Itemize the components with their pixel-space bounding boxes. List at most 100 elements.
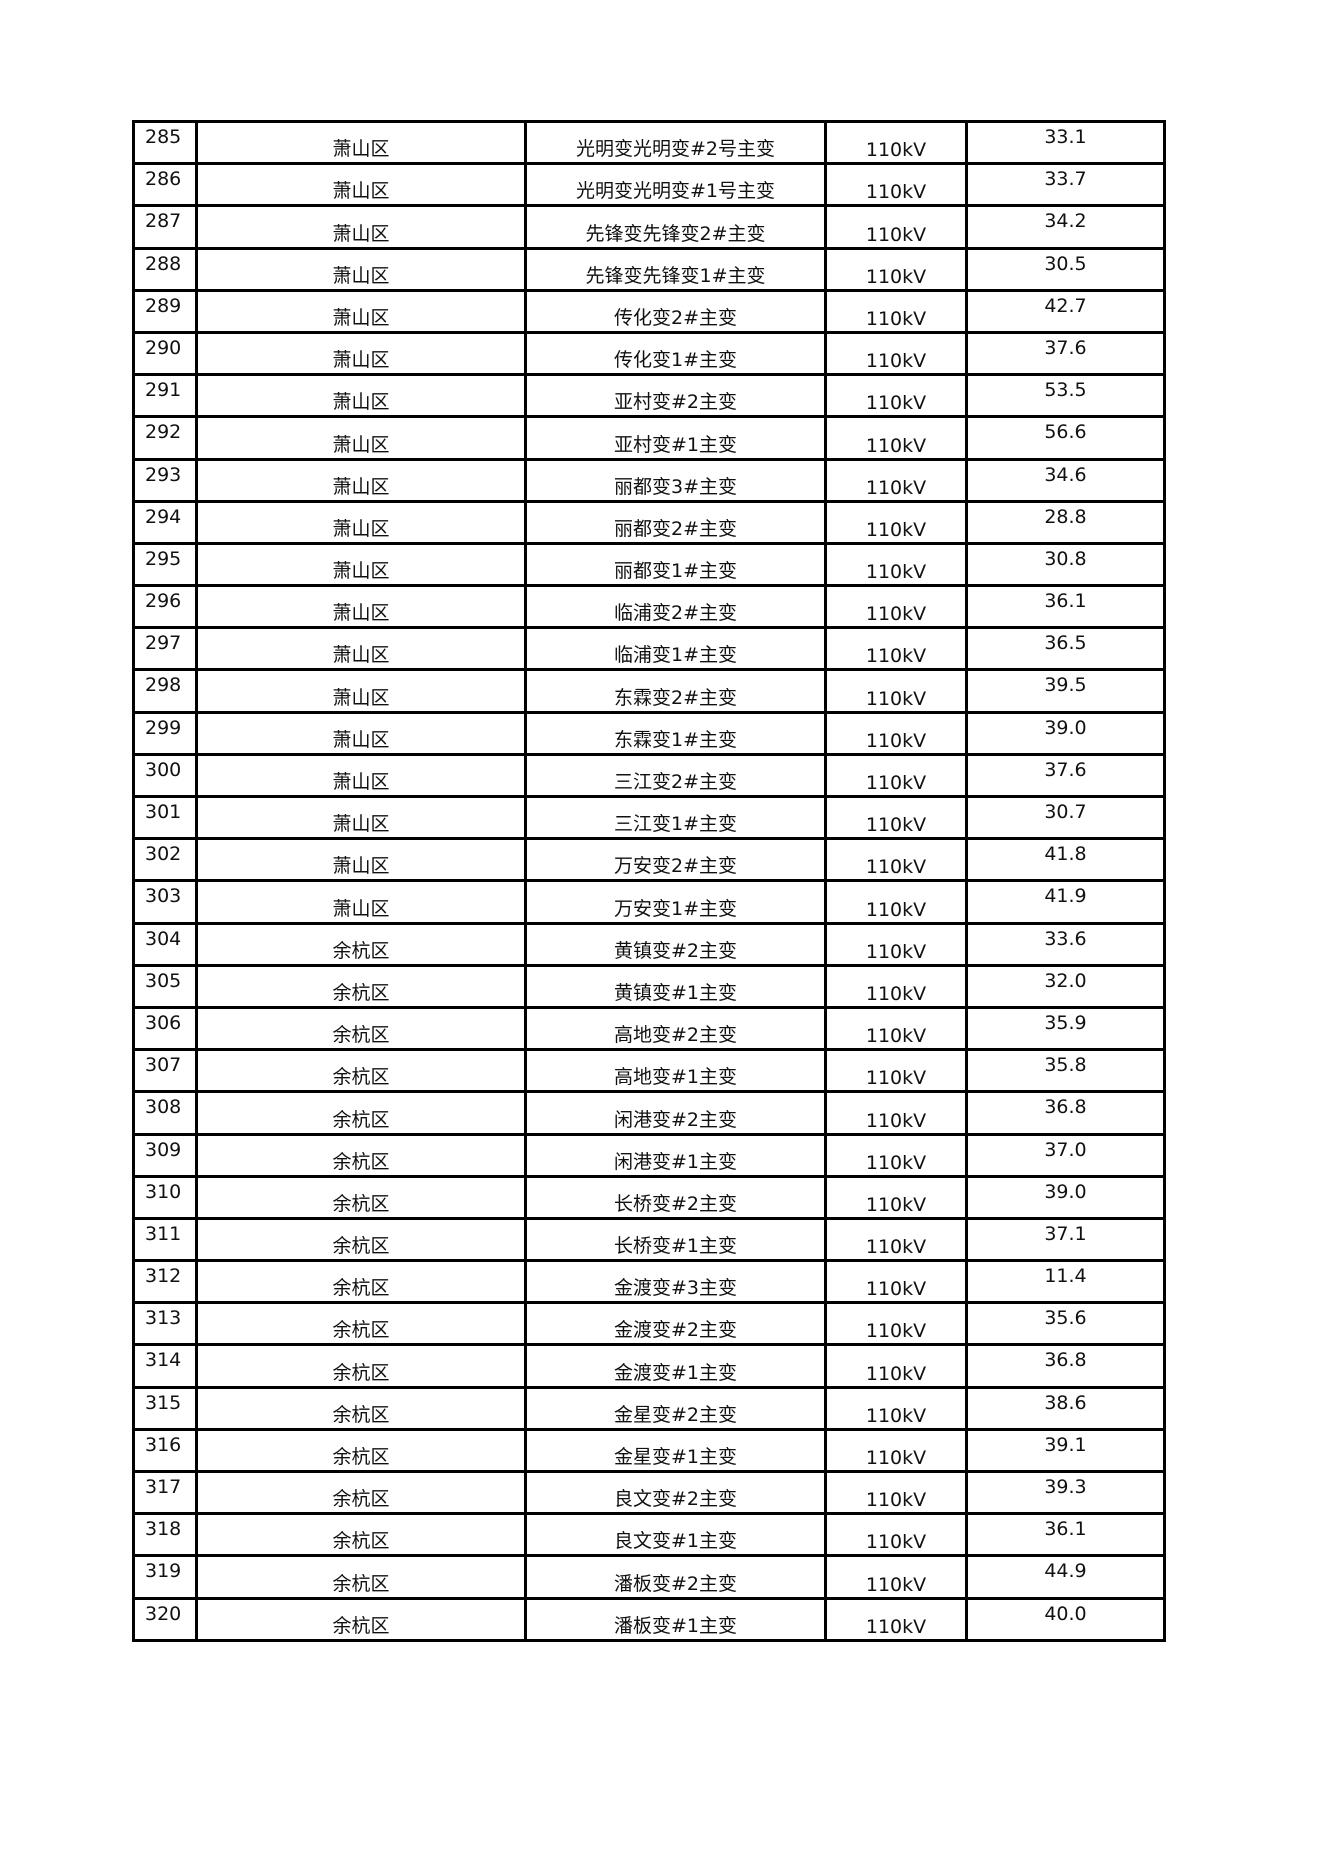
cell-district: 余杭区 <box>195 963 527 1009</box>
cell-load-value: 36.1 <box>965 1512 1166 1558</box>
cell-load-value: 39.0 <box>965 710 1166 756</box>
cell-voltage-level: 110kV <box>824 1259 968 1305</box>
load-value: 36.5 <box>1044 632 1087 655</box>
load-value: 33.6 <box>1044 927 1087 950</box>
voltage-level: 110kV <box>865 265 927 288</box>
row-number: 311 <box>145 1222 182 1245</box>
cell-voltage-level: 110kV <box>824 1301 968 1347</box>
cell-district: 萧山区 <box>195 584 527 630</box>
table-row: 290 萧山区 传化变1#主变 110kV 37.6 <box>132 330 1166 377</box>
table-row: 319 余杭区 潘板变#2主变 110kV 44.9 <box>132 1554 1166 1600</box>
load-value: 37.0 <box>1044 1138 1087 1161</box>
cell-row-number: 294 <box>132 499 198 545</box>
cell-row-number: 305 <box>132 963 198 1009</box>
district: 余杭区 <box>332 1150 390 1173</box>
district: 余杭区 <box>332 1277 390 1300</box>
cell-voltage-level: 110kV <box>824 1343 968 1389</box>
table-row: 301 萧山区 三江变1#主变 110kV 30.7 <box>132 794 1166 841</box>
row-number: 299 <box>145 716 182 739</box>
row-number: 289 <box>145 294 182 317</box>
load-value: 53.5 <box>1044 379 1087 402</box>
table-row: 300 萧山区 三江变2#主变 110kV 37.6 <box>132 752 1166 799</box>
table-row: 314 余杭区 金渡变#1主变 110kV 36.8 <box>132 1343 1166 1389</box>
cell-transformer-name: 长桥变#1主变 <box>524 1216 827 1263</box>
district: 萧山区 <box>332 433 390 456</box>
row-number: 320 <box>145 1602 182 1625</box>
cell-load-value: 36.1 <box>965 584 1166 630</box>
transformer-name: 闲港变#1主变 <box>613 1150 737 1173</box>
transformer-name: 金星变#1主变 <box>613 1446 737 1468</box>
load-value: 28.8 <box>1044 505 1087 528</box>
load-value: 36.1 <box>1044 590 1087 613</box>
table-row: 287 萧山区 先锋变先锋变2#主变 110kV 34.2 <box>132 204 1166 250</box>
voltage-level: 110kV <box>865 729 927 752</box>
voltage-level: 110kV <box>865 940 927 963</box>
cell-transformer-name: 金星变#1主变 <box>524 1427 827 1474</box>
cell-voltage-level: 110kV <box>824 162 968 208</box>
cell-transformer-name: 光明变光明变#2号主变 <box>524 119 827 166</box>
cell-district: 萧山区 <box>195 541 527 588</box>
district: 萧山区 <box>332 560 390 583</box>
table-row: 286 萧山区 光明变光明变#1号主变 110kV 33.7 <box>132 162 1166 208</box>
cell-row-number: 293 <box>132 457 198 503</box>
cell-voltage-level: 110kV <box>824 415 968 461</box>
cell-voltage-level: 110kV <box>824 879 968 925</box>
cell-load-value: 56.6 <box>965 415 1166 461</box>
cell-transformer-name: 先锋变先锋变2#主变 <box>524 204 827 250</box>
transformer-name: 潘板变#2主变 <box>613 1572 737 1595</box>
district: 余杭区 <box>332 1614 390 1637</box>
transformer-name: 临浦变1#主变 <box>613 644 737 667</box>
voltage-level: 110kV <box>865 1362 927 1385</box>
cell-transformer-name: 潘板变#1主变 <box>524 1596 827 1642</box>
cell-voltage-level: 110kV <box>824 1427 968 1474</box>
load-value: 33.1 <box>1044 126 1087 148</box>
cell-voltage-level: 110kV <box>824 119 968 166</box>
cell-district: 萧山区 <box>195 499 527 545</box>
cell-load-value: 35.9 <box>965 1005 1166 1052</box>
table-row: 297 萧山区 临浦变1#主变 110kV 36.5 <box>132 626 1166 672</box>
cell-load-value: 36.8 <box>965 1343 1166 1389</box>
cell-district: 余杭区 <box>195 1174 527 1220</box>
cell-district: 萧山区 <box>195 710 527 756</box>
row-number: 313 <box>145 1307 182 1330</box>
cell-row-number: 301 <box>132 794 198 841</box>
district: 余杭区 <box>332 1066 390 1089</box>
cell-load-value: 37.0 <box>965 1132 1166 1178</box>
cell-district: 萧山区 <box>195 246 527 292</box>
cell-load-value: 41.8 <box>965 837 1166 883</box>
transformer-name: 丽都变3#主变 <box>613 475 737 498</box>
cell-district: 余杭区 <box>195 1512 527 1558</box>
cell-transformer-name: 闲港变#2主变 <box>524 1090 827 1136</box>
district: 萧山区 <box>332 771 390 793</box>
load-value: 41.9 <box>1044 885 1087 908</box>
cell-district: 余杭区 <box>195 1216 527 1263</box>
district: 余杭区 <box>332 1024 390 1047</box>
table-row: 289 萧山区 传化变2#主变 110kV 42.7 <box>132 288 1166 334</box>
load-value: 56.6 <box>1044 421 1087 444</box>
row-number: 296 <box>145 590 182 613</box>
cell-district: 余杭区 <box>195 1469 527 1516</box>
cell-transformer-name: 金星变#2主变 <box>524 1385 827 1431</box>
table-row: 317 余杭区 良文变#2主变 110kV 39.3 <box>132 1469 1166 1516</box>
district: 余杭区 <box>332 1319 390 1342</box>
cell-transformer-name: 黄镇变#2主变 <box>524 921 827 967</box>
cell-load-value: 36.5 <box>965 626 1166 672</box>
district: 余杭区 <box>332 1235 390 1258</box>
table-row: 299 萧山区 东霖变1#主变 110kV 39.0 <box>132 710 1166 756</box>
cell-voltage-level: 110kV <box>824 204 968 250</box>
row-number: 298 <box>145 674 182 697</box>
cell-row-number: 287 <box>132 204 198 250</box>
transformer-name: 长桥变#1主变 <box>613 1235 737 1258</box>
row-number: 307 <box>145 1054 182 1077</box>
cell-voltage-level: 110kV <box>824 499 968 545</box>
table-row: 293 萧山区 丽都变3#主变 110kV 34.6 <box>132 457 1166 503</box>
transformer-name: 亚村变#1主变 <box>613 433 737 456</box>
cell-transformer-name: 丽都变3#主变 <box>524 457 827 503</box>
transformer-name: 万安变2#主变 <box>613 855 737 878</box>
load-value: 35.8 <box>1044 1054 1087 1077</box>
load-value: 30.7 <box>1044 801 1087 823</box>
transformer-name: 良文变#2主变 <box>613 1488 737 1511</box>
cell-voltage-level: 110kV <box>824 1090 968 1136</box>
load-value: 30.5 <box>1044 252 1087 275</box>
load-value: 39.3 <box>1044 1476 1087 1498</box>
